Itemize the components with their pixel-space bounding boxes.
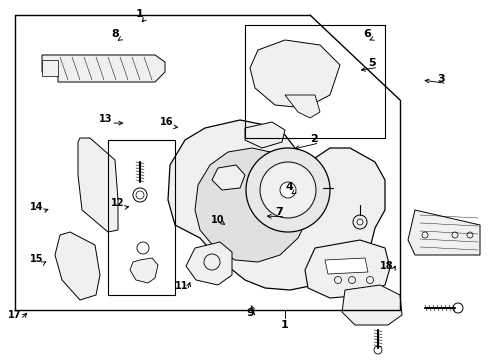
Polygon shape [42,60,58,76]
Text: 16: 16 [160,117,173,127]
Polygon shape [130,258,158,283]
Text: 8: 8 [111,29,119,39]
Text: 14: 14 [30,202,44,212]
Polygon shape [285,95,320,118]
Polygon shape [342,285,402,325]
Text: 1: 1 [281,320,289,330]
Polygon shape [245,122,285,148]
Text: 2: 2 [310,134,318,144]
Text: 18: 18 [380,261,394,271]
Circle shape [280,182,296,198]
Polygon shape [55,232,100,300]
Polygon shape [195,148,308,262]
Text: 3: 3 [437,74,445,84]
Text: 15: 15 [30,254,44,264]
Polygon shape [305,240,390,298]
Text: 7: 7 [275,207,283,217]
Text: 11: 11 [174,281,188,291]
Text: 1: 1 [136,9,144,19]
Polygon shape [212,165,245,190]
Circle shape [246,148,330,232]
Text: 5: 5 [368,58,376,68]
Text: 4: 4 [285,182,293,192]
Polygon shape [325,258,368,274]
Text: 17: 17 [8,310,22,320]
Text: 13: 13 [98,114,112,124]
Text: 9: 9 [246,308,254,318]
Text: 10: 10 [211,215,225,225]
Polygon shape [408,210,480,255]
Polygon shape [250,40,340,108]
Text: 6: 6 [364,29,371,39]
Text: 12: 12 [111,198,124,208]
Polygon shape [78,138,118,232]
Polygon shape [186,242,232,285]
Polygon shape [42,55,165,82]
Circle shape [260,162,316,218]
Polygon shape [168,120,385,290]
